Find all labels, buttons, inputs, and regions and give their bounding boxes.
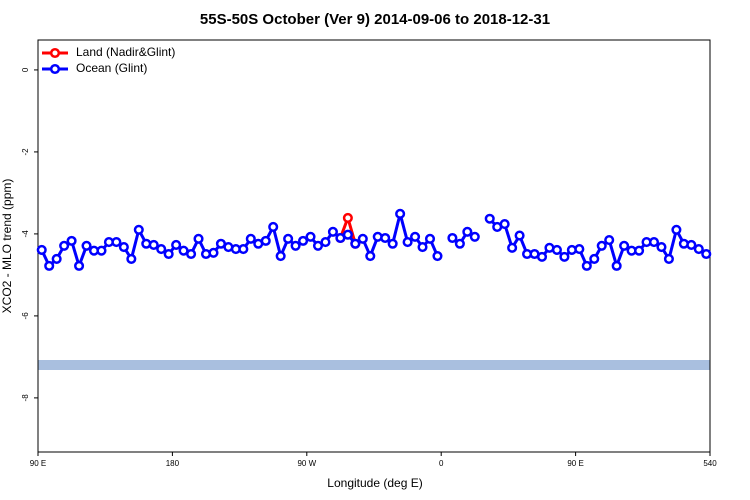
data-point [350, 238, 361, 249]
data-point [171, 239, 182, 251]
y-tick-label: -4 [21, 230, 30, 238]
data-point [619, 240, 630, 251]
data-point [44, 260, 55, 271]
data-point [596, 240, 607, 251]
x-tick-label: 540 [703, 459, 717, 468]
data-point [163, 248, 174, 260]
legend-label: Land (Nadir&Glint) [76, 45, 175, 59]
data-point [283, 233, 294, 244]
data-point [499, 219, 510, 230]
x-tick-label: 90 E [30, 459, 46, 468]
data-point [484, 213, 495, 224]
data-point [581, 260, 592, 271]
y-tick-label: -8 [21, 394, 30, 402]
data-point [275, 250, 286, 262]
y-tick-label: 0 [21, 67, 30, 72]
data-point [469, 231, 480, 242]
data-point [36, 244, 47, 255]
data-point [208, 247, 219, 258]
legend-marker [49, 63, 61, 75]
data-point [656, 241, 667, 253]
data-point [671, 224, 682, 235]
data-point [111, 237, 122, 248]
data-point [238, 244, 249, 255]
data-point [260, 235, 271, 246]
data-point [327, 226, 338, 237]
data-point [312, 240, 324, 251]
data-point [156, 244, 167, 255]
y-tick-label: -2 [21, 148, 30, 156]
data-point [298, 235, 309, 246]
data-point [417, 241, 428, 253]
data-point [290, 240, 301, 251]
data-point [342, 212, 353, 223]
data-point [514, 230, 525, 241]
data-point [387, 238, 398, 249]
data-point [634, 245, 645, 256]
data-point [380, 232, 391, 244]
data-point [66, 235, 77, 246]
data-point [663, 253, 674, 264]
data-point [245, 233, 256, 244]
data-point [342, 229, 353, 240]
data-point [424, 233, 436, 244]
data-point [410, 231, 421, 242]
data-point [81, 240, 92, 251]
data-point [126, 253, 137, 264]
data-point [559, 251, 570, 262]
data-point [148, 239, 159, 251]
data-point [701, 248, 712, 260]
data-point [133, 224, 144, 235]
x-tick-label: 90 E [567, 459, 583, 468]
data-point [432, 250, 443, 262]
data-point [648, 237, 660, 248]
x-tick-label: 90 W [297, 459, 316, 468]
data-point [536, 251, 548, 262]
data-point [96, 245, 107, 256]
data-point [51, 253, 62, 264]
data-point [320, 237, 331, 248]
data-point [462, 226, 473, 237]
coverage-band [38, 360, 710, 370]
x-tick-label: 0 [439, 459, 444, 468]
data-point [357, 233, 368, 244]
data-point [447, 232, 458, 244]
data-point [305, 231, 316, 242]
data-point [74, 260, 85, 271]
data-point [611, 260, 622, 271]
data-point [693, 244, 704, 255]
data-point [193, 233, 204, 244]
data-point [365, 250, 376, 262]
data-point [186, 248, 197, 260]
data-point [507, 242, 518, 253]
x-tick-label: 180 [166, 459, 180, 468]
data-point [604, 235, 615, 246]
data-point [551, 244, 562, 255]
chart-title: 55S-50S October (Ver 9) 2014-09-06 to 20… [200, 11, 550, 28]
data-point [395, 208, 406, 219]
y-tick-label: -6 [21, 312, 30, 320]
legend-marker [49, 47, 61, 59]
data-point [589, 253, 600, 264]
data-point [454, 238, 465, 249]
data-point [118, 241, 129, 253]
plot-frame [37, 39, 711, 453]
legend-label: Ocean (Glint) [76, 61, 147, 75]
y-axis-label: XCO2 - MLO trend (ppm) [0, 179, 14, 314]
data-point [686, 239, 697, 251]
data-point [402, 237, 413, 248]
x-axis-label: Longitude (deg E) [327, 476, 422, 490]
data-point [268, 221, 279, 232]
data-point [59, 240, 70, 251]
data-point [574, 244, 585, 255]
